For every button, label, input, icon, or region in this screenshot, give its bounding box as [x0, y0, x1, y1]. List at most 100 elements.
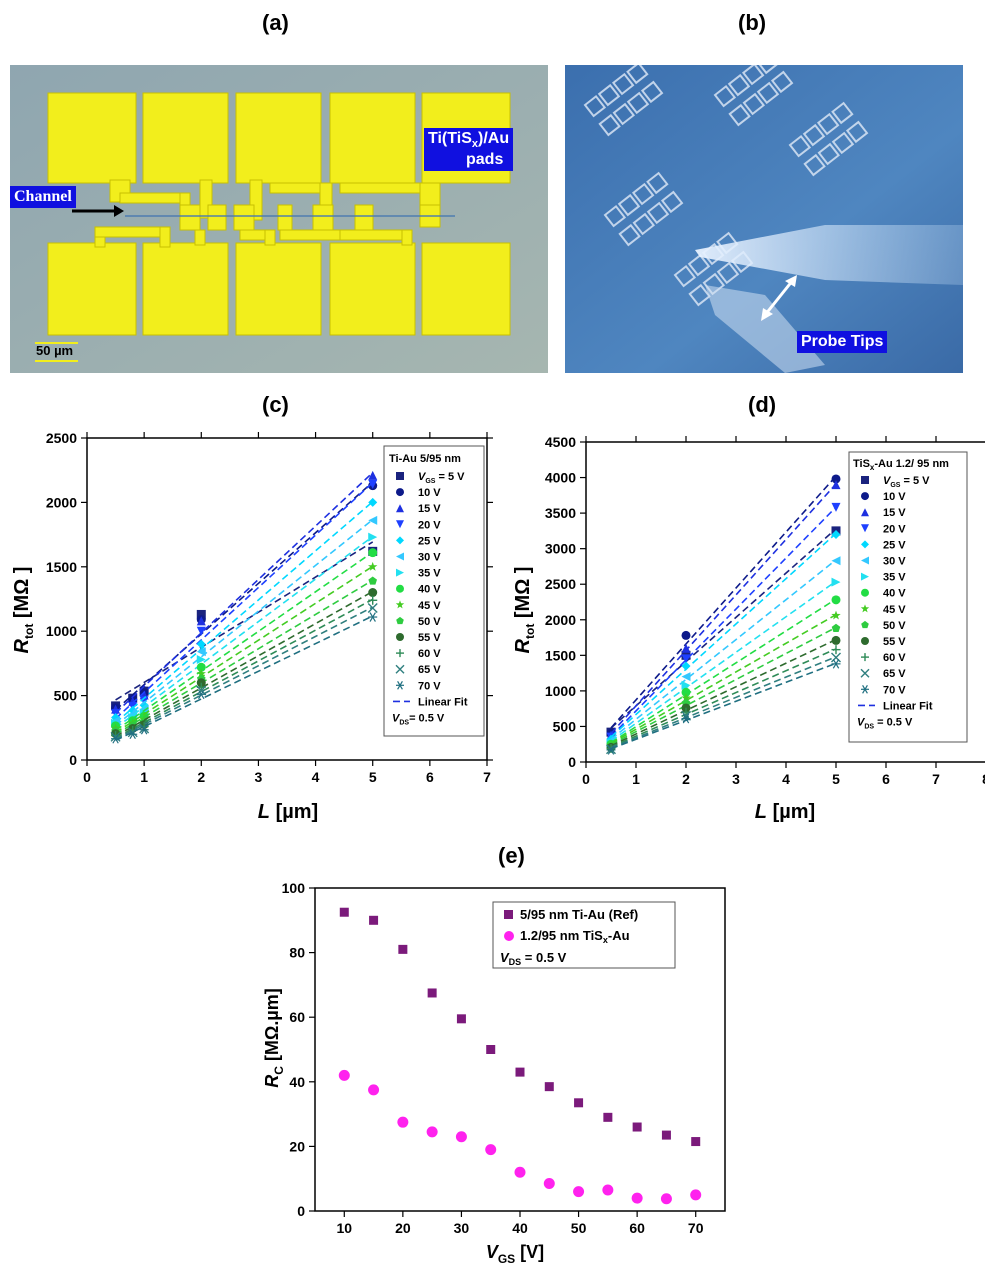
c-fit-line-12 [115, 606, 374, 740]
d-ytick-label: 2000 [545, 612, 576, 628]
c-point-5-3 [196, 647, 206, 657]
c-point-3-3 [196, 626, 206, 636]
panel-label-c: (c) [262, 392, 289, 417]
d-fit-line-7 [610, 598, 837, 744]
probe-tips-label: Probe Tips [797, 331, 888, 354]
e-point-1-0 [338, 1069, 350, 1081]
e-xtick-label: 20 [395, 1220, 411, 1236]
e-point-0-1 [369, 915, 379, 925]
c-legend-label-1: 10 V [418, 487, 441, 499]
d-fit-line-10 [610, 638, 837, 747]
probe-photo-b-drawing [565, 65, 963, 373]
d-legend-marker-6 [861, 572, 869, 581]
d-fit-line-13 [610, 662, 837, 750]
d-fit-line-6 [610, 580, 837, 742]
d-legend-label-0: VGS = 5 V [883, 475, 930, 489]
c-legend-marker-6 [396, 568, 404, 577]
d-xtick-label: 0 [582, 771, 590, 787]
c-fit-line-1 [115, 481, 374, 711]
c-point-10-4 [368, 588, 378, 598]
c-legend-label-0: VGS = 5 V [418, 471, 465, 485]
c-legend-title: Ti-Au 5/95 nm [389, 453, 461, 465]
e-point-1-12 [690, 1189, 702, 1201]
c-ytick-label: 1000 [46, 623, 77, 639]
d-fit-line-4 [610, 532, 837, 738]
d-legend-marker-9 [861, 620, 869, 629]
c-point-8-3 [196, 668, 206, 678]
d-legend-title: TiSx-Au 1.2/ 95 nm [853, 458, 949, 472]
e-point-0-3 [427, 988, 437, 998]
d-point-6-2 [831, 577, 841, 587]
panel-label-a: (a) [262, 10, 289, 35]
c-plot-frame [86, 437, 488, 761]
c-xtick-label: 0 [83, 769, 91, 785]
d-point-2-1 [681, 643, 691, 653]
c-xtick-label: 4 [312, 769, 320, 785]
e-xtick-label: 70 [688, 1220, 704, 1236]
d-xtick-label: 4 [782, 771, 790, 787]
c-legend-label-2: 15 V [418, 503, 441, 515]
c-point-2-3 [196, 616, 206, 626]
d-legend-marker-4 [861, 540, 869, 549]
c-point-4-4 [368, 497, 378, 507]
c-legend-label-12: 65 V [418, 664, 441, 676]
d-legend-marker-2 [861, 508, 869, 517]
e-point-0-7 [544, 1082, 554, 1092]
d-legend-label-8: 45 V [883, 604, 906, 616]
c-legend-label-4: 25 V [418, 535, 441, 547]
e-xlabel: VGS [V] [486, 1242, 544, 1266]
e-xtick-label: 10 [336, 1220, 352, 1236]
d-xtick-label: 8 [982, 771, 985, 787]
d-fit-line-3 [610, 506, 837, 737]
c-point-13-0 [111, 733, 121, 744]
d-point-7-1 [681, 687, 691, 697]
e-point-1-11 [660, 1193, 672, 1205]
c-point-4-3 [196, 639, 206, 649]
c-point-6-4 [368, 532, 378, 542]
c-point-10-3 [196, 678, 206, 688]
d-xtick-label: 3 [732, 771, 740, 787]
d-fit-line-9 [610, 626, 837, 746]
e-point-1-8 [573, 1186, 585, 1198]
d-legend-marker-7 [861, 588, 869, 597]
c-fit-line-6 [115, 535, 374, 729]
d-point-13-1 [681, 713, 691, 724]
e-ytick-label: 0 [297, 1203, 305, 1219]
e-point-0-0 [339, 907, 349, 917]
d-ytick-label: 1500 [545, 647, 576, 663]
e-point-1-5 [485, 1144, 497, 1156]
e-point-0-5 [486, 1045, 496, 1054]
c-fit-line-9 [115, 579, 374, 735]
d-point-5-2 [831, 556, 841, 566]
d-fit-line-2 [610, 483, 837, 735]
e-ytick-label: 80 [289, 945, 305, 961]
c-xtick-label: 7 [483, 769, 491, 785]
e-ytick-label: 20 [289, 1138, 305, 1154]
c-fit-line-7 [115, 551, 374, 732]
e-point-1-4 [455, 1131, 467, 1143]
c-legend-label-3: 20 V [418, 519, 441, 531]
d-legend-marker-11 [861, 653, 869, 662]
e-point-1-6 [514, 1166, 526, 1178]
c-point-9-4 [368, 576, 377, 585]
d-point-7-2 [831, 595, 841, 605]
c-legend-label-7: 40 V [418, 584, 441, 596]
d-point-2-2 [831, 480, 841, 490]
c-point-11-4 [368, 595, 378, 605]
e-point-0-6 [515, 1067, 525, 1077]
c-point-2-4 [368, 470, 378, 480]
d-legend-fit-label: Linear Fit [883, 700, 933, 712]
d-xtick-label: 1 [632, 771, 640, 787]
d-legend-marker-13 [861, 684, 869, 694]
d-point-1-1 [681, 630, 691, 640]
c-point-7-4 [368, 548, 378, 558]
c-legend: Ti-Au 5/95 nm VGS = 5 V 10 V 15 V 20 V 25 V 3… [383, 445, 485, 737]
d-point-10-2 [831, 635, 841, 645]
d-point-1-2 [831, 474, 841, 484]
c-point-12-4 [367, 603, 378, 614]
d-legend-label-13: 70 V [883, 684, 906, 696]
d-legend-label-2: 15 V [883, 507, 906, 519]
c-fit-line-5 [115, 519, 374, 727]
d-fit-line-1 [610, 475, 837, 729]
